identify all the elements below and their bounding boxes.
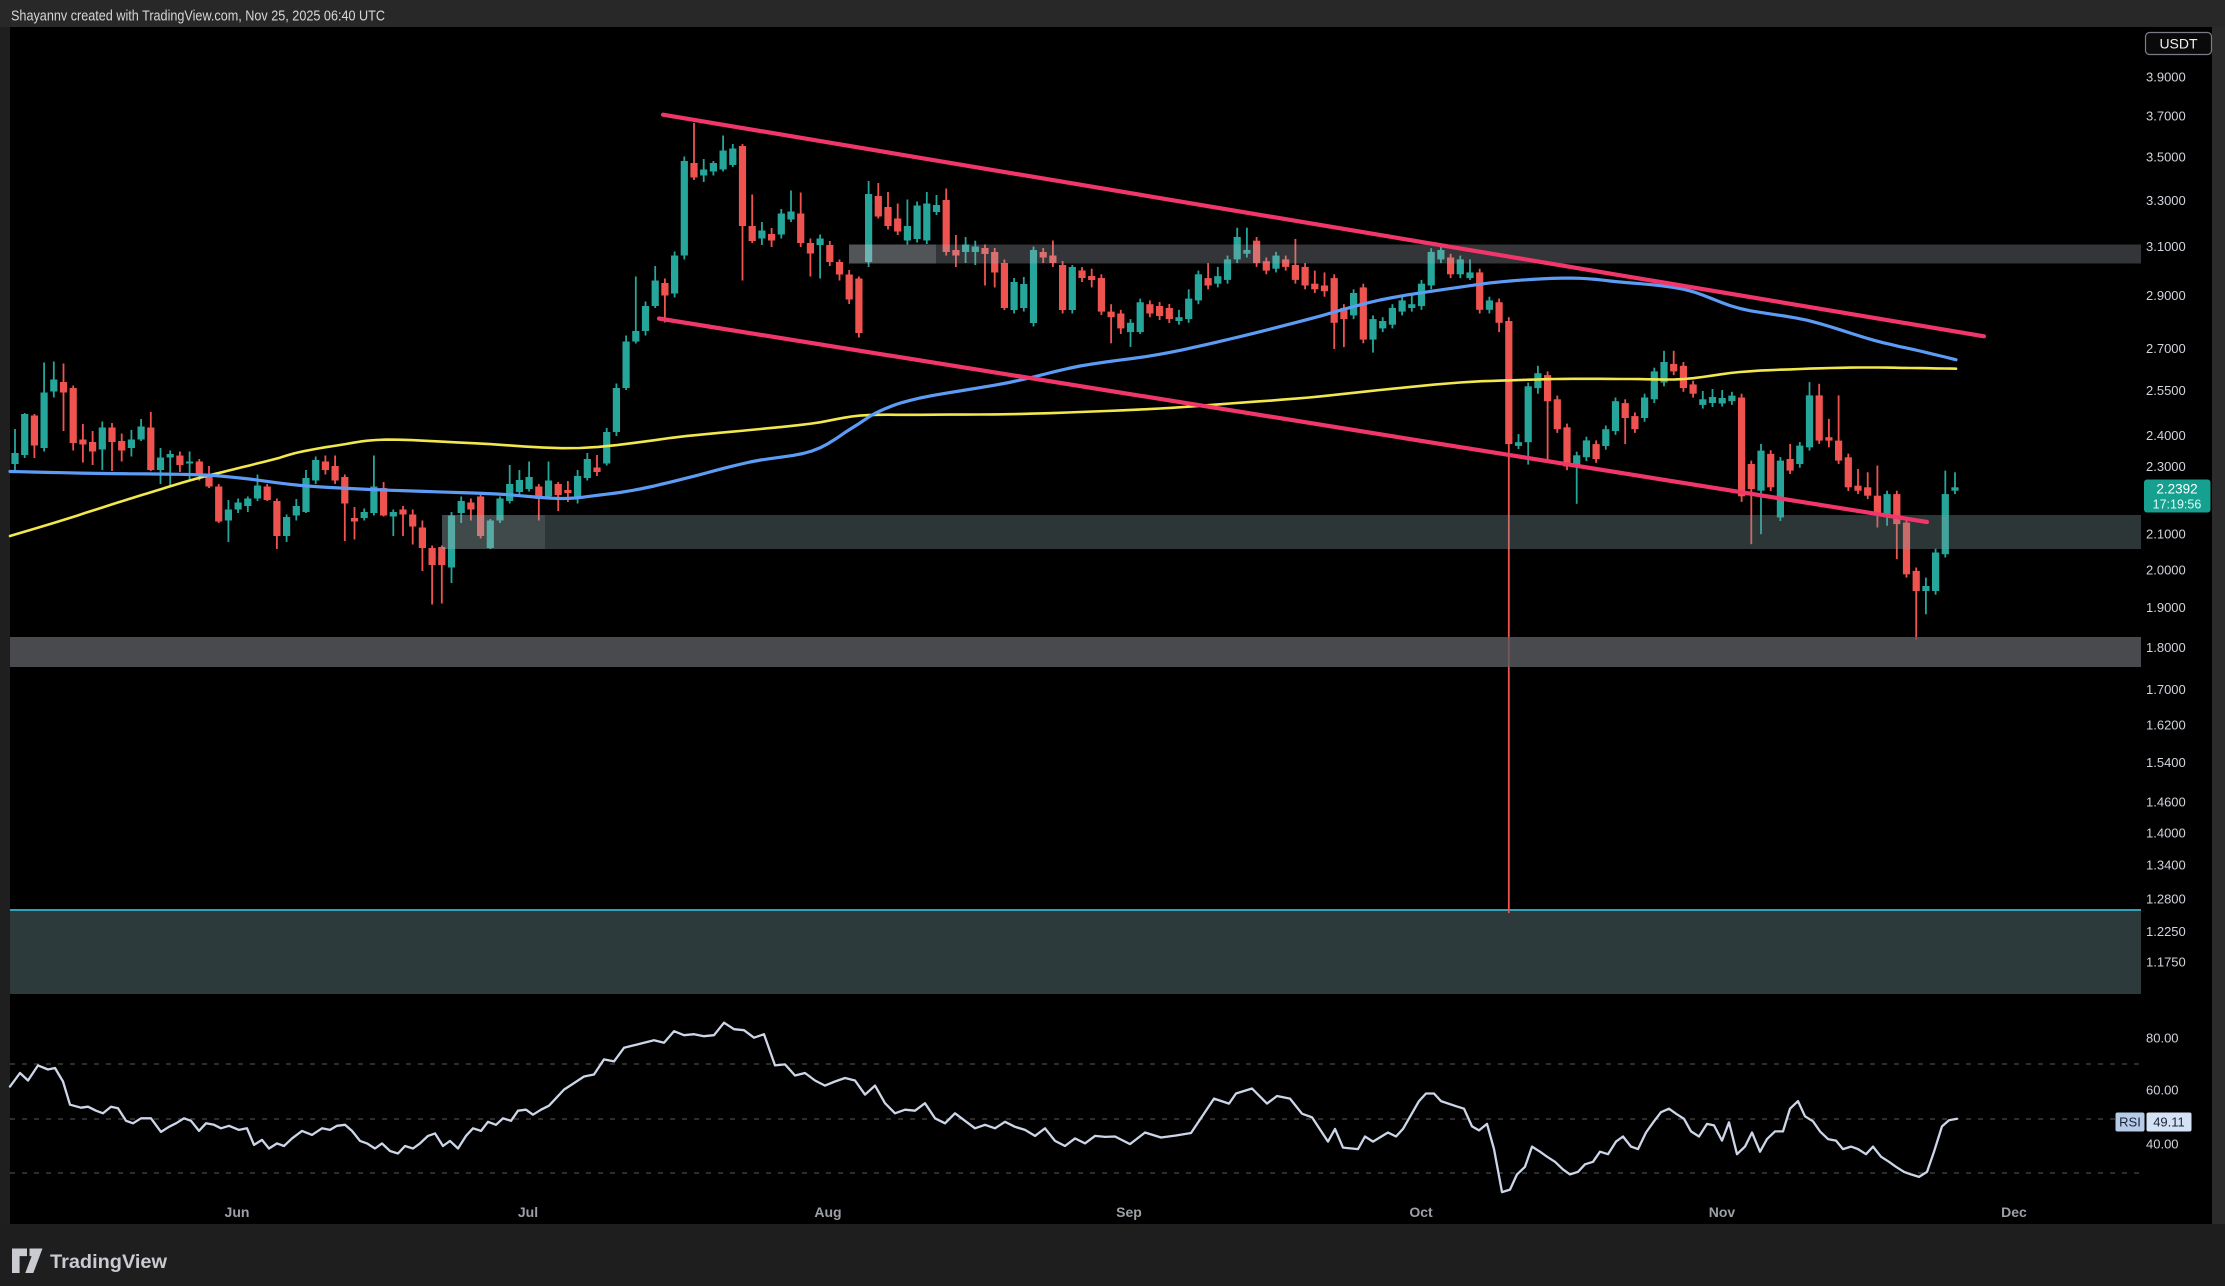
svg-text:RSI: RSI (2119, 1115, 2141, 1130)
svg-text:2.4000: 2.4000 (2146, 428, 2186, 443)
svg-text:2.2392: 2.2392 (2156, 482, 2197, 497)
svg-text:49.11: 49.11 (2153, 1115, 2185, 1130)
svg-text:Jun: Jun (225, 1204, 250, 1220)
svg-text:80.00: 80.00 (2146, 1031, 2179, 1046)
svg-text:Oct: Oct (1409, 1204, 1433, 1220)
svg-text:3.7000: 3.7000 (2146, 109, 2186, 124)
svg-text:2.1000: 2.1000 (2146, 526, 2186, 541)
svg-text:Jul: Jul (518, 1204, 538, 1220)
svg-text:3.9000: 3.9000 (2146, 70, 2186, 85)
svg-text:60.00: 60.00 (2146, 1083, 2179, 1098)
svg-text:3.5000: 3.5000 (2146, 150, 2186, 165)
svg-text:Dec: Dec (2001, 1204, 2027, 1220)
svg-text:1.2800: 1.2800 (2146, 891, 2186, 906)
svg-text:3.1000: 3.1000 (2146, 239, 2186, 254)
svg-text:USDT: USDT (2159, 36, 2198, 52)
svg-text:1.1750: 1.1750 (2146, 955, 2186, 970)
svg-text:Nov: Nov (1709, 1204, 1736, 1220)
svg-text:17:19:56: 17:19:56 (2153, 498, 2202, 512)
svg-text:2.0000: 2.0000 (2146, 562, 2186, 577)
svg-text:1.9000: 1.9000 (2146, 600, 2186, 615)
svg-text:2.7000: 2.7000 (2146, 341, 2186, 356)
svg-text:3.3000: 3.3000 (2146, 193, 2186, 208)
svg-text:Sep: Sep (1116, 1204, 1142, 1220)
svg-text:1.2250: 1.2250 (2146, 924, 2186, 939)
svg-text:Shayannv created with TradingV: Shayannv created with TradingView.com, N… (11, 8, 385, 25)
svg-text:1.4000: 1.4000 (2146, 825, 2186, 840)
svg-text:2.5500: 2.5500 (2146, 383, 2186, 398)
svg-text:1.6200: 1.6200 (2146, 718, 2186, 733)
svg-text:40.00: 40.00 (2146, 1137, 2179, 1152)
svg-text:1.8000: 1.8000 (2146, 640, 2186, 655)
svg-text:1.3400: 1.3400 (2146, 858, 2186, 873)
svg-text:2.9000: 2.9000 (2146, 288, 2186, 303)
svg-text:TradingView: TradingView (50, 1252, 167, 1273)
svg-text:2.3000: 2.3000 (2146, 459, 2186, 474)
svg-text:Aug: Aug (814, 1204, 841, 1220)
svg-text:1.7000: 1.7000 (2146, 682, 2186, 697)
svg-text:1.5400: 1.5400 (2146, 755, 2186, 770)
svg-text:1.4600: 1.4600 (2146, 794, 2186, 809)
